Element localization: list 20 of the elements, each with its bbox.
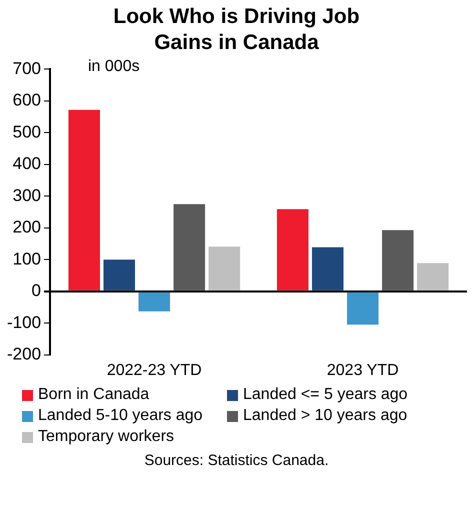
legend-label: Landed > 10 years ago <box>243 407 408 425</box>
y-tick-label: 300 <box>12 186 42 205</box>
legend-label: Landed <= 5 years ago <box>243 386 408 404</box>
y-tick-label: -100 <box>6 312 42 332</box>
y-tick-label: 600 <box>12 90 42 110</box>
y-tick-label: 500 <box>12 122 42 142</box>
legend-label: Landed 5-10 years ago <box>38 407 203 425</box>
x-tick-label: 2023 YTD <box>326 362 399 379</box>
source-note: Sources: Statistics Canada. <box>143 452 330 469</box>
x-tick-label: 2022-23 YTD <box>106 362 202 379</box>
legend-label: Born in Canada <box>38 386 150 404</box>
y-tick-label: 100 <box>12 249 42 268</box>
chart-title: Look Who is Driving Job Gains in Canada <box>112 4 361 56</box>
y-tick-label: 400 <box>12 154 42 174</box>
y-tick-label: 700 <box>12 58 42 78</box>
legend-label: Temporary workers <box>38 428 174 446</box>
y-tick-label: 200 <box>12 218 42 237</box>
y-tick-label: -200 <box>6 344 42 364</box>
y-tick-label: 0 <box>32 281 42 300</box>
annotation: in 000s <box>88 58 140 76</box>
